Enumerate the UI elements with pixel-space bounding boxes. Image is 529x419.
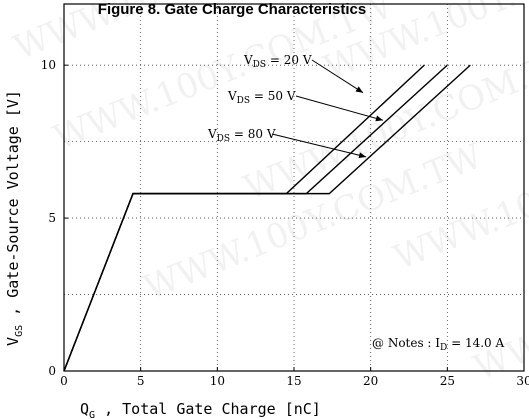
y-tick-label: 0 xyxy=(48,364,56,378)
series-layer xyxy=(63,64,471,372)
series-line xyxy=(63,64,471,372)
series-label: VDS = 80 V xyxy=(207,127,276,144)
label-arrows xyxy=(271,59,384,159)
label-arrow-head xyxy=(355,86,363,93)
x-tick-label: 15 xyxy=(286,374,301,388)
notes-annotation: @ Notes : ID = 14.0 A xyxy=(372,336,504,353)
series-labels: VDS = 20 V VDS = 50 V VDS = 80 V xyxy=(207,53,312,144)
chart-title: Figure 8. Gate Charge Characteristics xyxy=(98,1,366,18)
x-tick-label: 5 xyxy=(137,374,145,388)
x-tick-label: 10 xyxy=(210,374,225,388)
notes-prefix: @ Notes : I xyxy=(372,336,440,350)
label-arrow-head xyxy=(358,152,367,159)
x-tick-label: 30 xyxy=(516,374,529,388)
label-arrow-head xyxy=(375,115,383,122)
y-tick-label: 5 xyxy=(48,211,56,225)
grid-lines xyxy=(64,4,524,371)
label-arrow-line xyxy=(295,95,384,121)
series-label: VDS = 20 V xyxy=(243,53,312,70)
y-axis-label: VGS , Gate-Source Voltage [V] xyxy=(4,90,25,346)
notes-sub: D xyxy=(440,343,447,353)
x-tick-label: 0 xyxy=(60,374,68,388)
label-arrow-line xyxy=(311,59,364,94)
x-axis-label: QG , Total Gate Charge [nC] xyxy=(80,400,321,419)
notes-rest: = 14.0 A xyxy=(447,336,504,350)
x-tick-label: 20 xyxy=(363,374,378,388)
x-tick-label: 25 xyxy=(440,374,455,388)
axis-ticks: 0 5 10 15 20 25 30 0 5 10 xyxy=(41,58,529,388)
label-arrow-line xyxy=(271,133,367,158)
y-tick-label: 10 xyxy=(41,58,56,72)
series-label: VDS = 50 V xyxy=(227,89,296,106)
